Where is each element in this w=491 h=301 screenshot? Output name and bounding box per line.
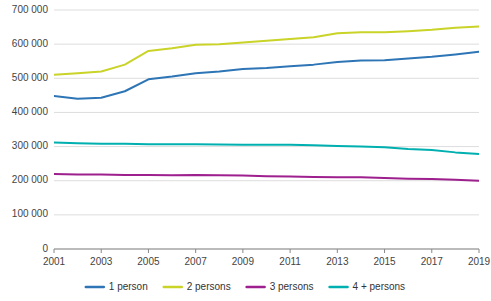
- x-tick-label: 2003: [90, 256, 113, 267]
- legend-swatch: [247, 286, 265, 289]
- y-tick-label: 100 000: [12, 208, 49, 219]
- legend-label: 3 persons: [270, 281, 314, 292]
- legend-item: 3 persons: [247, 281, 314, 292]
- series-line: [54, 142, 479, 154]
- chart: 0 100 000 200 000 300 000 400 000 500 000 600 …: [0, 0, 491, 301]
- grid-line: [54, 180, 479, 181]
- y-tick-label: 700 000: [12, 4, 49, 15]
- y-tick-label: 300 000: [12, 140, 49, 151]
- x-tick: [148, 249, 149, 253]
- legend-item: 4 + persons: [330, 281, 406, 292]
- series-line: [54, 52, 479, 99]
- x-tick: [54, 249, 55, 253]
- legend-swatch: [330, 286, 348, 289]
- legend-label: 4 + persons: [353, 281, 406, 292]
- x-tick-label: 2011: [279, 256, 301, 267]
- grid-line: [54, 10, 479, 11]
- y-tick-label: 600 000: [12, 38, 49, 49]
- legend-swatch: [164, 286, 182, 289]
- legend: 1 person 2 persons 3 persons 4 + persons: [86, 281, 405, 292]
- grid-line: [54, 249, 479, 250]
- legend-label: 2 persons: [187, 281, 231, 292]
- legend-label: 1 person: [109, 281, 148, 292]
- x-tick: [384, 249, 385, 253]
- series-line: [54, 174, 479, 181]
- x-tick-label: 2009: [232, 256, 255, 267]
- x-tick-label: 2005: [137, 256, 160, 267]
- x-tick: [290, 249, 291, 253]
- y-tick-label: 500 000: [12, 72, 49, 83]
- grid-line: [54, 78, 479, 79]
- x-tick-label: 2001: [43, 256, 66, 267]
- y-tick-label: 0: [42, 243, 48, 254]
- y-tick-label: 200 000: [12, 174, 49, 185]
- x-tick: [101, 249, 102, 253]
- x-tick: [242, 249, 243, 253]
- x-tick-label: 2019: [468, 256, 491, 267]
- x-tick: [431, 249, 432, 253]
- x-tick: [479, 249, 480, 253]
- x-tick-label: 2013: [326, 256, 349, 267]
- x-tick: [195, 249, 196, 253]
- legend-swatch: [86, 286, 104, 289]
- x-tick-label: 2007: [185, 256, 208, 267]
- x-axis-line: [54, 249, 479, 250]
- x-tick-label: 2017: [421, 256, 444, 267]
- grid-line: [54, 214, 479, 215]
- lines: [54, 26, 479, 180]
- grid-line: [54, 44, 479, 45]
- legend-item: 2 persons: [164, 281, 231, 292]
- legend-item: 1 person: [86, 281, 148, 292]
- y-tick-label: 400 000: [12, 106, 49, 117]
- x-tick-label: 2015: [373, 256, 396, 267]
- grid-line: [54, 146, 479, 147]
- x-tick: [337, 249, 338, 253]
- grid-line: [54, 112, 479, 113]
- series-line: [54, 26, 479, 74]
